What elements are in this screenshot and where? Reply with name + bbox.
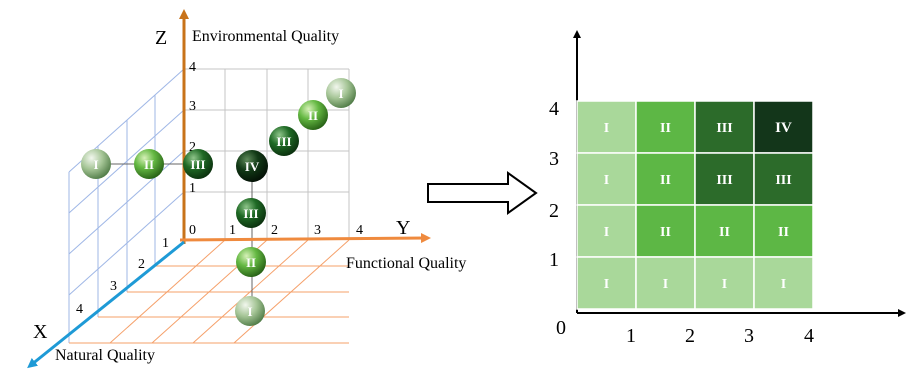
sphere-down-3-label: I xyxy=(247,304,252,319)
grid-cell-label-r4-c1: I xyxy=(604,277,609,292)
grid-cell-label-r2-c1: I xyxy=(604,173,609,188)
grid-cell-label-r1-c3: III xyxy=(716,121,732,136)
sphere-x-3-label: III xyxy=(190,157,205,172)
sphere-diag-2-label: III xyxy=(276,134,291,149)
grid-x-tick-4: 4 xyxy=(804,325,814,347)
origin-label: 0 xyxy=(189,223,196,238)
grid-cell-label-r3-c4: II xyxy=(778,225,789,240)
x-axis-name: Natural Quality xyxy=(55,347,155,364)
sphere-x-1-label: I xyxy=(93,157,98,172)
grid-x-tick-1: 1 xyxy=(626,325,636,347)
grid-cell-r1-c2 xyxy=(635,100,696,154)
left-3d-diagram: Z Environmental Quality Y Functional Qua… xyxy=(27,9,466,369)
y-tick-1: 1 xyxy=(229,223,236,238)
z-tick-3: 3 xyxy=(189,99,196,114)
grid-x-tick-2: 2 xyxy=(685,325,695,347)
grid-cell-label-r2-c4: III xyxy=(775,173,791,188)
grid-cell-label-r4-c4: I xyxy=(781,277,786,292)
grid-cell-r4-c3 xyxy=(694,256,755,310)
y-tick-3: 3 xyxy=(314,223,321,238)
sphere-diag-4: I xyxy=(326,78,356,108)
y-axis-letter: Y xyxy=(396,217,410,239)
grid-y-tick-4: 4 xyxy=(549,98,559,120)
grid-cell-label-r3-c2: II xyxy=(660,225,671,240)
sphere-diag-1-label: IV xyxy=(245,159,260,174)
grid-cell-r4-c2 xyxy=(635,256,696,310)
x-axis-letter: X xyxy=(33,321,48,343)
sphere-diag-2: III xyxy=(269,126,299,156)
grid-cell-r3-c4 xyxy=(753,204,814,258)
z-tick-4: 4 xyxy=(189,60,196,75)
sphere-down-3: I xyxy=(235,296,265,326)
sphere-x-3: III xyxy=(183,149,213,179)
sphere-diag-4-label: I xyxy=(338,86,343,101)
y-axis-name: Functional Quality xyxy=(346,255,466,272)
sphere-diag-3: II xyxy=(298,100,328,130)
z-tick-1: 1 xyxy=(189,181,196,196)
sphere-diag-1: IV xyxy=(236,150,268,182)
grid-cell-label-r2-c2: II xyxy=(660,173,671,188)
grid-cell-label-r1-c1: I xyxy=(604,121,609,136)
sphere-down-1: III xyxy=(236,198,266,228)
grid-cell-r3-c3 xyxy=(694,204,755,258)
z-axis-name: Environmental Quality xyxy=(192,28,339,45)
grid-cell-r3-c2 xyxy=(635,204,696,258)
y-tick-4: 4 xyxy=(356,223,363,238)
sphere-x-1: I xyxy=(81,149,111,179)
grid-cell-r4-c4 xyxy=(753,256,814,310)
grid-cell-r2-c3 xyxy=(694,152,755,206)
sphere-down-2: II xyxy=(236,247,266,277)
grid-cell-r2-c2 xyxy=(635,152,696,206)
sphere-diag-3-label: II xyxy=(308,108,318,123)
sphere-x-2: II xyxy=(134,149,164,179)
grid-cell-r3-c1 xyxy=(576,204,637,258)
grid-y-tick-1: 1 xyxy=(549,249,559,271)
transform-arrow xyxy=(427,171,538,215)
y-tick-2: 2 xyxy=(271,223,278,238)
grid-cell-label-r1-c2: II xyxy=(660,121,671,136)
grid-x-tick-3: 3 xyxy=(744,325,754,347)
grid-y-tick-2: 2 xyxy=(549,200,559,222)
grid-y-tick-3: 3 xyxy=(549,148,559,170)
x-axis xyxy=(27,240,185,369)
grid-cell-label-r4-c2: I xyxy=(663,277,668,292)
sphere-x-2-label: II xyxy=(144,157,154,172)
grid-cell-r2-c1 xyxy=(576,152,637,206)
x-tick-4: 4 xyxy=(76,302,83,317)
sphere-down-2-label: II xyxy=(246,255,256,270)
x-tick-1: 1 xyxy=(162,236,169,251)
grid-cell-label-r4-c3: I xyxy=(722,277,727,292)
z-tick-2: 2 xyxy=(189,140,196,155)
xz-wall-grid xyxy=(68,68,185,343)
x-tick-2: 2 xyxy=(138,257,145,272)
yz-wall-grid xyxy=(184,68,350,240)
x-tick-3: 3 xyxy=(110,279,117,294)
z-axis-letter: Z xyxy=(155,27,167,49)
grid-cell-r2-c4 xyxy=(753,152,814,206)
grid-cell-label-r1-c4: IV xyxy=(775,120,792,136)
grid-cell-r4-c1 xyxy=(576,256,637,310)
grid-origin: 0 xyxy=(556,317,566,339)
grid-cell-label-r3-c3: II xyxy=(719,225,730,240)
grid-cell-label-r3-c1: I xyxy=(604,225,609,240)
y-axis xyxy=(179,233,431,244)
grid-cell-label-r2-c3: III xyxy=(716,173,732,188)
sphere-down-1-label: III xyxy=(243,206,258,221)
